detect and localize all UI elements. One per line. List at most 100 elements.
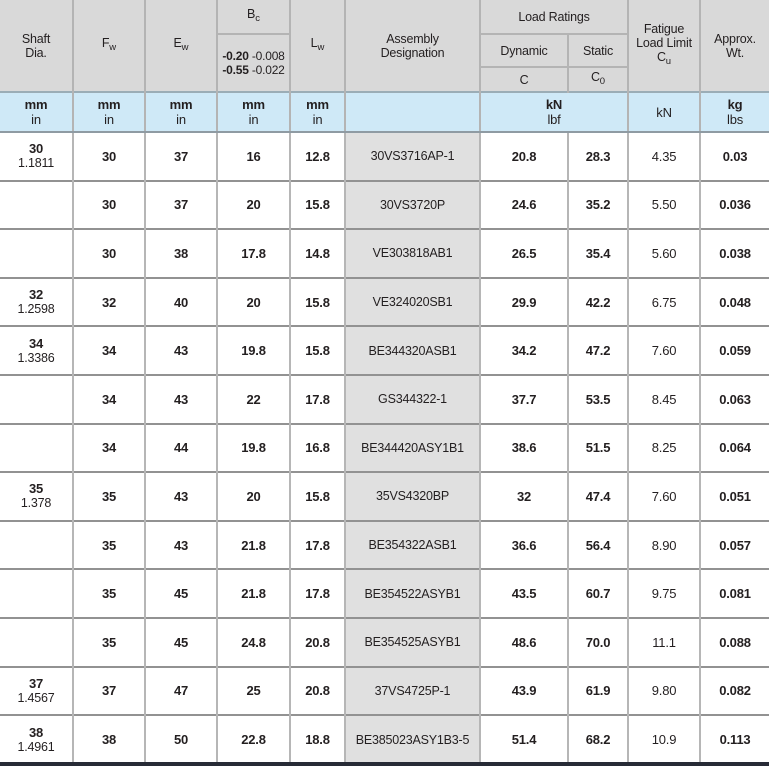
col-header-fw: Fw — [72, 0, 145, 92]
cell-approx-wt: 0.057 — [699, 519, 769, 570]
cell-dynamic-c: 32 — [479, 471, 568, 521]
cell-approx-wt: 0.082 — [699, 665, 769, 716]
cell-lw: 17.8 — [289, 519, 345, 570]
cell-fw: 35 — [72, 616, 145, 667]
cell-lw: 15.8 — [289, 325, 345, 375]
cell-shaft-dia: 38 1.4961 — [0, 714, 73, 764]
cu-base: C — [656, 50, 666, 64]
cell-assembly-designation: BE354322ASB1 — [344, 519, 480, 570]
cell-bc: 25 — [216, 665, 290, 716]
cell-static-c0: 53.5 — [566, 373, 629, 424]
cell-fw: 37 — [72, 665, 145, 716]
cell-dynamic-c: 37.7 — [479, 373, 568, 424]
cell-dynamic-c: 26.5 — [479, 228, 568, 278]
cell-approx-wt: 0.088 — [699, 616, 769, 667]
unit-kn: kN — [656, 104, 672, 120]
unit-kg: kg — [727, 97, 743, 112]
cell-dynamic-c: 43.5 — [479, 568, 568, 618]
cell-fatigue-cu: 8.45 — [627, 373, 701, 424]
cell-ew: 37 — [144, 131, 217, 181]
cell-static-c0: 56.4 — [566, 519, 629, 570]
col-header-lw: Lw — [289, 0, 345, 92]
cell-lw: 17.8 — [289, 568, 345, 618]
cell-approx-wt: 0.059 — [699, 325, 769, 375]
ew-base: E — [173, 36, 182, 50]
fatigue-line1: Fatigue — [643, 22, 685, 36]
cell-bc: 20 — [216, 179, 290, 230]
table-row: 34 44 19.8 16.8 BE344420ASY1B1 38.6 51.5 8.25 0.… — [0, 422, 769, 473]
cell-fatigue-cu: 4.35 — [627, 131, 701, 181]
cell-lw: 20.8 — [289, 665, 345, 716]
units-assembly-blank — [344, 91, 480, 133]
cell-lw: 15.8 — [289, 179, 345, 230]
col-header-c0: C0 — [566, 67, 629, 92]
col-header-fatigue-load-limit: Fatigue Load Limit Cu — [627, 0, 701, 92]
shaft-in-value: 1.4961 — [17, 739, 55, 754]
cell-assembly-designation: 35VS4320BP — [344, 471, 480, 521]
cell-lw: 16.8 — [289, 422, 345, 473]
unit-lbs: lbs — [727, 112, 744, 127]
cell-assembly-designation: BE385023ASY1B3-5 — [344, 714, 480, 764]
cell-bc: 17.8 — [216, 228, 290, 278]
col-header-shaft-dia: Shaft Dia. — [0, 0, 73, 92]
cell-ew: 50 — [144, 714, 217, 764]
cell-static-c0: 28.3 — [566, 131, 629, 181]
unit-mm: mm — [24, 97, 48, 112]
cu-sub: u — [665, 56, 672, 67]
cell-static-c0: 35.4 — [566, 228, 629, 278]
cell-assembly-designation: BE354525ASYB1 — [344, 616, 480, 667]
shaft-in-value: 1.378 — [20, 496, 52, 511]
shaft-dia-line2: Dia. — [25, 45, 47, 60]
col-header-ew: Ew — [144, 0, 217, 92]
units-row: mm in mm in mm in mm in mm in — [0, 91, 769, 133]
cell-dynamic-c: 36.6 — [479, 519, 568, 570]
shaft-in-value: 1.2598 — [17, 302, 55, 317]
cell-fatigue-cu: 6.75 — [627, 276, 701, 327]
cell-assembly-designation: VE303818AB1 — [344, 228, 480, 278]
cell-approx-wt: 0.081 — [699, 568, 769, 618]
cell-ew: 43 — [144, 519, 217, 570]
cell-dynamic-c: 43.9 — [479, 665, 568, 716]
table-row: 30 38 17.8 14.8 VE303818AB1 26.5 35.4 5.60 0.038 — [0, 228, 769, 278]
table-bottom-rule — [0, 762, 769, 766]
units-lw: mm in — [289, 91, 345, 133]
cell-fw: 38 — [72, 714, 145, 764]
unit-in: in — [248, 112, 259, 127]
shaft-mm-value: 30 — [28, 141, 44, 157]
cell-ew: 43 — [144, 471, 217, 521]
cell-static-c0: 42.2 — [566, 276, 629, 327]
unit-mm: mm — [169, 97, 193, 112]
col-header-dynamic: Dynamic — [479, 34, 568, 68]
unit-lbf: lbf — [547, 112, 561, 127]
units-fw: mm in — [72, 91, 145, 133]
col-header-assembly-designation: Assembly Designation — [344, 0, 480, 92]
cell-bc: 20 — [216, 276, 290, 327]
shaft-mm-value: 32 — [28, 287, 44, 303]
cell-shaft-dia: 35 1.378 — [0, 471, 73, 521]
cell-fatigue-cu: 11.1 — [627, 616, 701, 667]
col-header-bc: Bc — [216, 0, 290, 35]
fatigue-line2: Load Limit — [636, 36, 692, 50]
table-row: 38 1.4961 38 50 22.8 18.8 BE385023ASY1B3-5 51.4… — [0, 714, 769, 764]
unit-in: in — [31, 112, 41, 127]
fatigue-symbol: Cu — [630, 50, 699, 69]
shaft-mm-value: 37 — [28, 675, 44, 691]
cell-shaft-dia — [0, 422, 73, 473]
cell-static-c0: 68.2 — [566, 714, 629, 764]
cell-fw: 35 — [72, 568, 145, 618]
cell-lw: 14.8 — [289, 228, 345, 278]
table-row: 30 1.1811 30 37 16 12.8 30VS3716AP-1 20.8 28.3 4.… — [0, 131, 769, 181]
cell-ew: 43 — [144, 373, 217, 424]
cell-assembly-designation: BE344420ASY1B1 — [344, 422, 480, 473]
bc-tolerances: -0.20 -0.008 -0.55 -0.022 — [216, 34, 290, 92]
bc-sub: c — [255, 13, 260, 24]
lw-sub: w — [317, 42, 325, 53]
cell-dynamic-c: 51.4 — [479, 714, 568, 764]
cell-ew: 40 — [144, 276, 217, 327]
unit-kn: kN — [545, 97, 563, 112]
units-load-ratings: kN lbf — [478, 91, 629, 133]
cell-ew: 45 — [144, 568, 217, 618]
cell-approx-wt: 0.064 — [699, 422, 769, 473]
cell-shaft-dia: 30 1.1811 — [0, 131, 73, 181]
